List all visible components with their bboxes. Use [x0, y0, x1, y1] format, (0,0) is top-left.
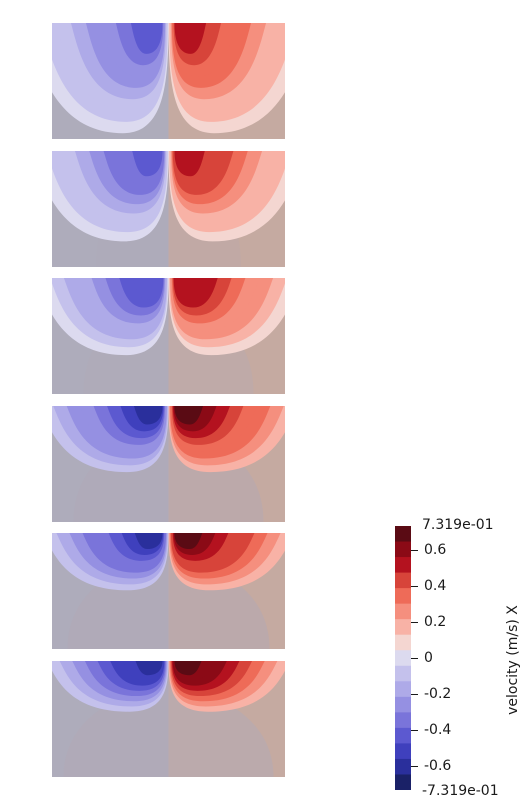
velocity-field-plot	[52, 151, 285, 267]
positive-contour	[174, 151, 205, 177]
colorbar-tick-label: 0.4	[424, 578, 447, 594]
positive-contour	[174, 661, 202, 676]
velocity-panel-2	[52, 151, 285, 267]
negative-contour	[133, 278, 163, 300]
negative-contour	[135, 661, 163, 676]
colorbar-band	[395, 541, 411, 558]
colorbar-tick-label: -0.6	[424, 758, 452, 774]
colorbar-band	[395, 557, 411, 574]
positive-contour	[174, 533, 203, 550]
velocity-field-plot	[52, 278, 285, 394]
colorbar-tick-label: 0	[424, 650, 433, 666]
colorbar-tick-mark	[411, 730, 418, 731]
velocity-panel-5	[52, 533, 285, 649]
colorbar-title: velocity (m/s) X	[505, 605, 521, 715]
colorbar-band	[395, 650, 411, 667]
velocity-field-plot	[52, 406, 285, 522]
colorbar-tick-mark	[411, 550, 418, 551]
positive-contour	[174, 406, 204, 425]
colorbar-band	[395, 619, 411, 636]
velocity-field-plot	[52, 23, 285, 139]
velocity-field-plot	[52, 661, 285, 777]
colorbar-tick-mark	[411, 586, 418, 587]
colorbar-tick-mark	[411, 694, 418, 695]
colorbar-band	[395, 603, 411, 620]
colorbar-min-label: -7.319e-01	[422, 783, 499, 799]
colorbar-band	[395, 572, 411, 589]
negative-contour	[133, 406, 163, 425]
colorbar-band	[395, 665, 411, 682]
velocity-panel-6	[52, 661, 285, 777]
colorbar-tick-label: 0.6	[424, 542, 447, 558]
colorbar-tick-label: -0.4	[424, 722, 452, 738]
velocity-panel-4	[52, 406, 285, 522]
colorbar-max-label: 7.319e-01	[422, 517, 494, 533]
negative-contour	[130, 23, 163, 54]
positive-contour	[174, 278, 204, 300]
velocity-field-plot	[52, 533, 285, 649]
positive-contour	[174, 23, 207, 54]
colorbar-band	[395, 743, 411, 760]
colorbar-gradient	[395, 526, 411, 791]
velocity-panels	[52, 23, 285, 777]
colorbar-tick-label: -0.2	[424, 686, 452, 702]
colorbar-tick-mark	[411, 766, 418, 767]
velocity-panel-3	[52, 278, 285, 394]
colorbar-tick-mark	[411, 622, 418, 623]
colorbar-band	[395, 696, 411, 713]
colorbar-band	[395, 526, 411, 543]
colorbar-band	[395, 681, 411, 698]
negative-contour	[132, 151, 163, 177]
colorbar-band	[395, 712, 411, 729]
colorbar-band	[395, 727, 411, 744]
colorbar-band	[395, 774, 411, 791]
velocity-panel-1	[52, 23, 285, 139]
colorbar	[395, 526, 411, 791]
negative-contour	[134, 533, 163, 550]
colorbar-tick-mark	[411, 658, 418, 659]
colorbar-band	[395, 588, 411, 605]
colorbar-tick-label: 0.2	[424, 614, 447, 630]
colorbar-band	[395, 634, 411, 651]
colorbar-band	[395, 758, 411, 775]
